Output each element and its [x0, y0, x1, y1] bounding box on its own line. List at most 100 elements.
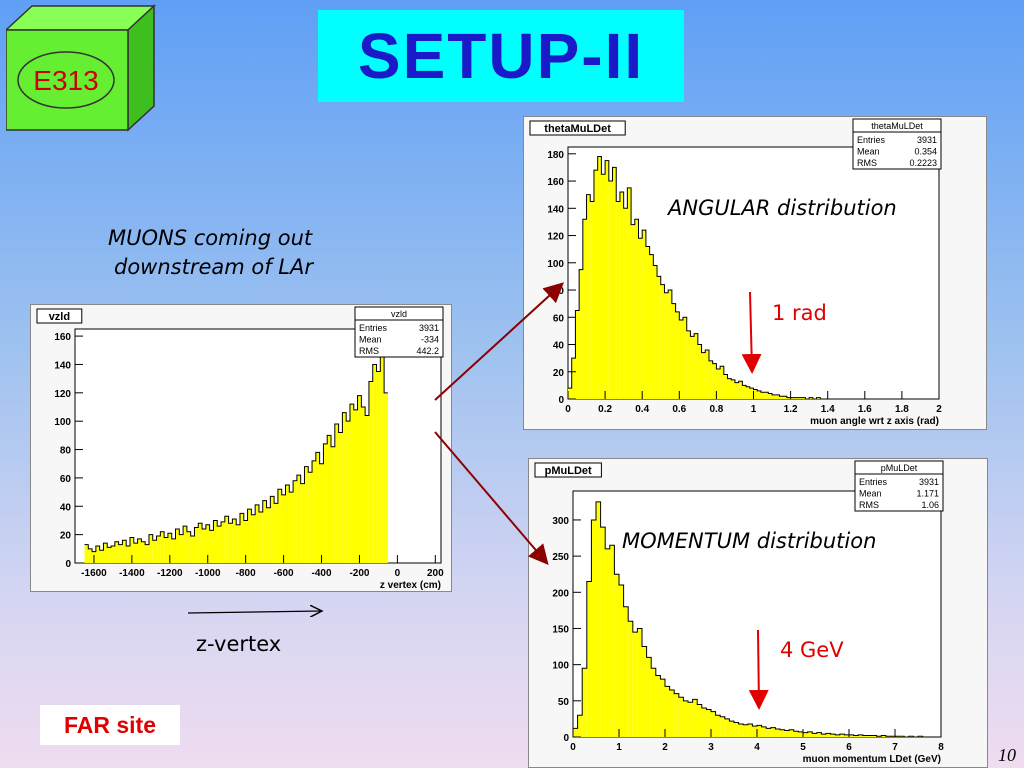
histogram-bar	[247, 509, 252, 563]
x-tick-label: 3	[708, 742, 714, 753]
stats-value: 3931	[919, 477, 939, 487]
histogram-bar	[692, 699, 698, 737]
histogram-bar	[342, 412, 347, 563]
histogram-bar	[645, 246, 650, 399]
histogram-bar	[319, 463, 324, 563]
histogram-bar	[793, 731, 799, 737]
stats-key: RMS	[859, 500, 879, 510]
histogram-bar	[790, 397, 795, 399]
histogram-bar	[353, 409, 358, 563]
y-tick-label: 200	[552, 588, 569, 599]
histogram-bar	[768, 393, 773, 399]
histogram-bar	[126, 545, 130, 563]
histogram-bar	[830, 734, 836, 737]
histogram-bar	[213, 520, 218, 563]
histogram-bar	[812, 733, 817, 737]
histogram-bar	[669, 689, 675, 737]
stats-value: 442.2	[416, 346, 439, 356]
stats-box	[854, 460, 944, 512]
histogram-bar	[821, 734, 826, 737]
histogram-bar	[761, 726, 767, 737]
histogram-bar	[133, 543, 138, 563]
histogram-bar	[637, 628, 642, 737]
histogram-bar	[88, 548, 93, 563]
histogram-bar	[111, 545, 115, 563]
histogram-bar	[858, 734, 863, 737]
vzld-histogram: 0 20 40 60 80 100 120 140 160 -1600 -1400 -1200 -100…	[36, 306, 444, 591]
histogram-bar	[582, 668, 587, 737]
histogram-bar	[122, 540, 127, 563]
muons-caption: MUONS coming out downstream of LAr	[108, 224, 313, 282]
x-tick-label: -600	[274, 568, 294, 579]
histogram-bar	[701, 352, 706, 399]
histogram-bar	[586, 581, 592, 737]
histogram-bar	[690, 336, 695, 399]
x-tick-label: 0.8	[709, 404, 723, 415]
histogram-bar	[107, 547, 112, 563]
histogram-outline	[573, 501, 941, 738]
histogram-bar	[605, 548, 610, 737]
stats-key: Mean	[859, 489, 882, 499]
stats-name: vzld	[391, 309, 407, 319]
histogram-bar	[258, 511, 263, 563]
histogram-bar	[255, 504, 259, 563]
histogram-bar	[706, 709, 711, 737]
histogram-bar	[368, 381, 373, 563]
stats-key: Mean	[857, 147, 880, 157]
histogram-bar	[780, 729, 785, 737]
histogram-bar	[872, 735, 877, 737]
histogram-bar	[809, 397, 813, 399]
histogram-bar	[186, 531, 191, 563]
histogram-bar	[723, 374, 728, 399]
x-tick-label: 0	[395, 568, 401, 579]
histogram-bar	[285, 485, 290, 563]
stats-box	[354, 306, 444, 358]
stats-name: thetaMuLDet	[871, 121, 923, 131]
histogram-bar	[338, 432, 343, 563]
histogram-bar	[701, 708, 707, 737]
histogram-bar	[664, 292, 669, 399]
y-tick-label: 20	[60, 531, 72, 542]
x-tick-label: 0.6	[672, 404, 686, 415]
histogram-bar	[801, 397, 806, 399]
histogram-bar	[711, 711, 716, 737]
histogram-bar	[334, 424, 339, 563]
histogram-title: pMuLDet	[545, 465, 592, 477]
histogram-bar	[798, 397, 802, 399]
x-tick-label: -1000	[195, 568, 221, 579]
histogram-bar	[642, 646, 647, 737]
histogram-bar	[798, 731, 803, 737]
z-vertex-arrow	[187, 611, 322, 613]
histogram-bar	[357, 395, 362, 563]
histogram-bar	[591, 519, 596, 737]
histogram-bar	[775, 394, 780, 399]
stats-value: 3931	[917, 135, 937, 145]
histogram-bar	[160, 531, 165, 563]
stats-box	[852, 118, 942, 170]
histogram-title-box	[36, 308, 83, 324]
histogram-bar	[609, 545, 615, 737]
histogram-bar	[727, 378, 732, 399]
x-tick-label: -1600	[81, 568, 107, 579]
stats-value: -334	[421, 335, 439, 345]
y-tick-label: 160	[54, 332, 71, 343]
arrow-to-momentum	[434, 431, 549, 566]
histogram-bar	[705, 349, 709, 399]
histogram-bar	[145, 544, 149, 563]
histogram-bar	[657, 276, 661, 399]
stats-value: 3931	[419, 323, 439, 333]
histogram-bar	[205, 524, 210, 563]
histogram-bar	[775, 729, 780, 737]
stats-key: RMS	[857, 158, 877, 168]
histogram-bar	[571, 358, 576, 399]
histogram-bar	[708, 360, 713, 399]
histogram-bar	[862, 735, 868, 737]
histogram-bar	[729, 721, 734, 737]
slide-title-box: SETUP-II	[318, 10, 684, 102]
x-tick-label: 1.4	[821, 404, 835, 415]
x-tick-label: 6	[846, 742, 852, 753]
histogram-bar	[118, 544, 123, 563]
histogram-bar	[179, 534, 184, 563]
histogram-bar	[638, 238, 643, 399]
